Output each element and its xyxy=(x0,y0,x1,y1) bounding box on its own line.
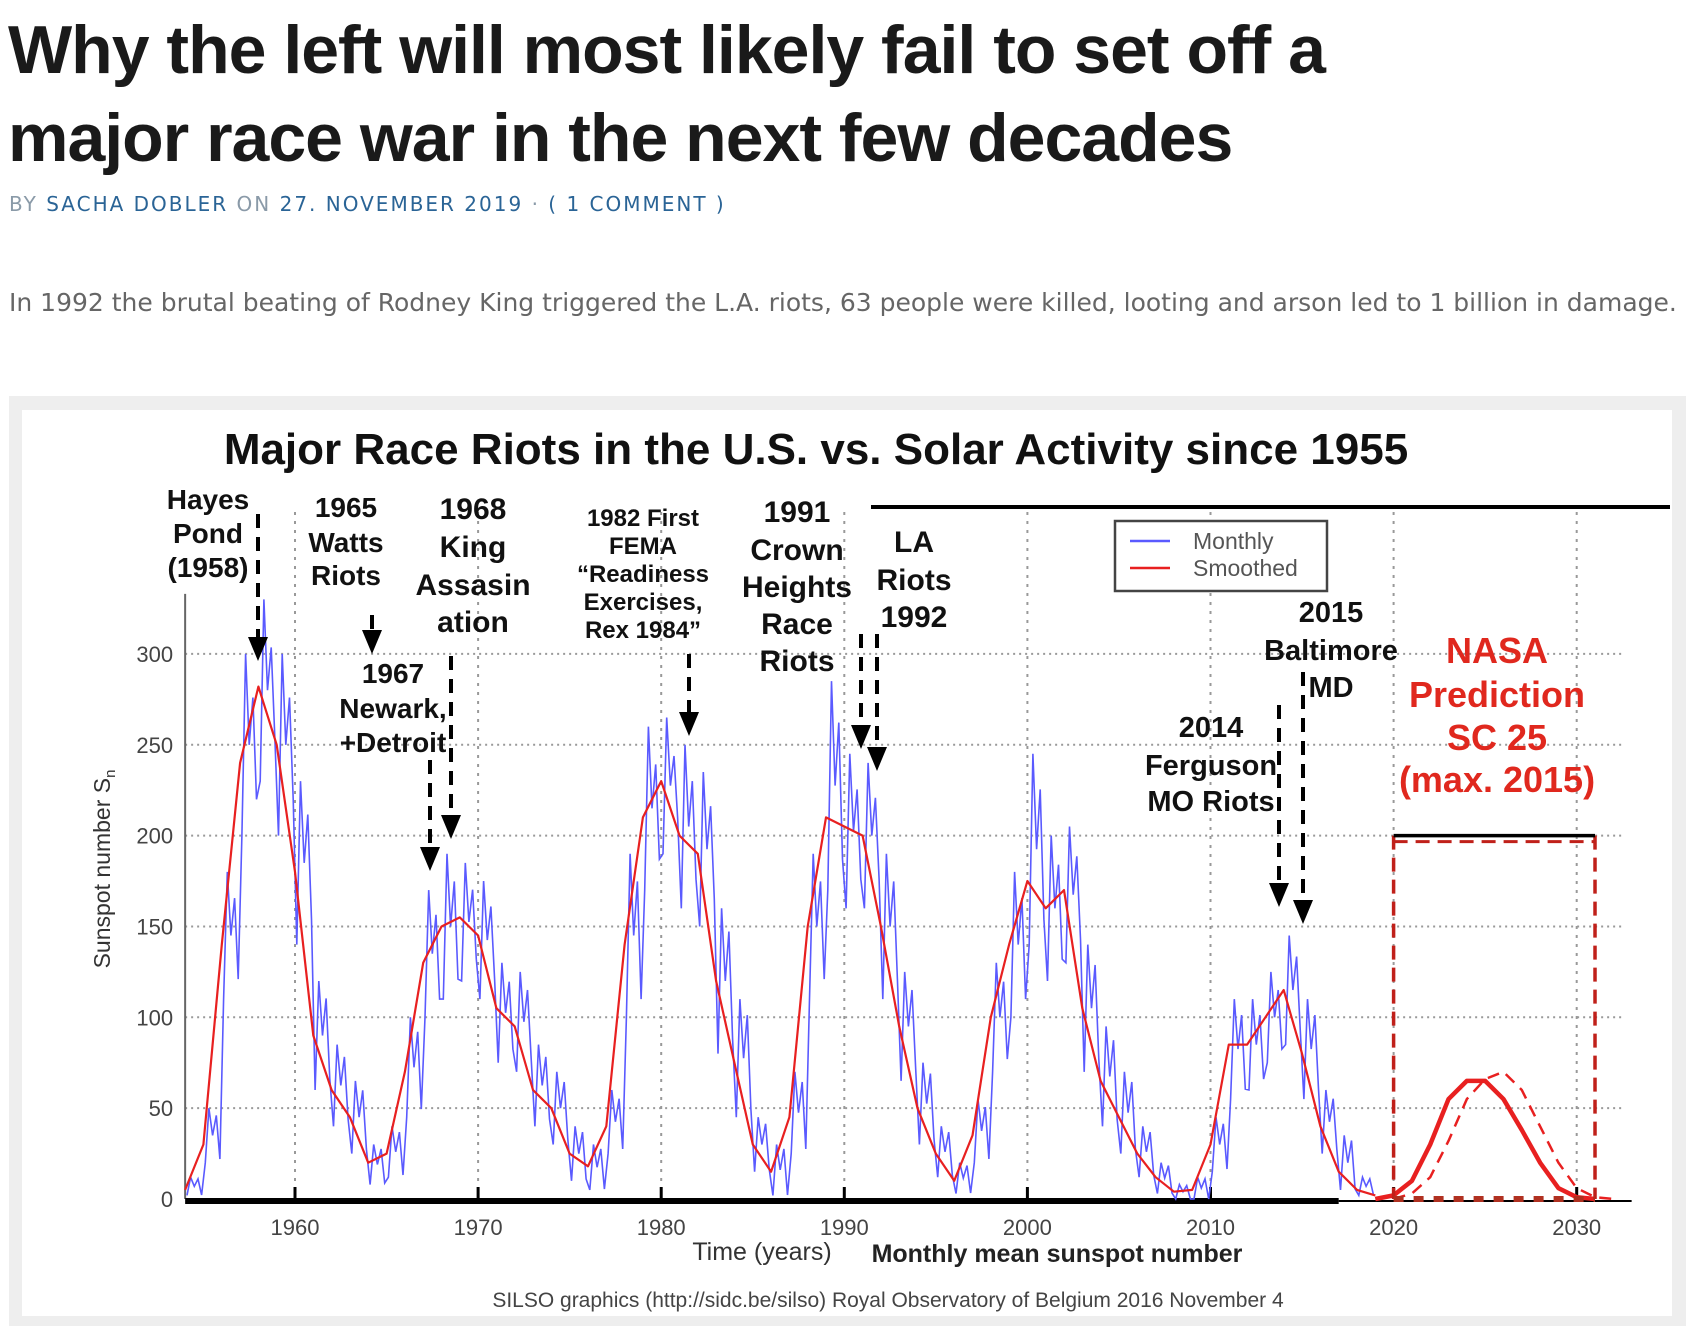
series xyxy=(184,599,1614,1202)
annotation-text: Newark, xyxy=(339,693,446,724)
x-axis-label-extra: Monthly mean sunspot number xyxy=(872,1240,1243,1268)
annotation-text: ation xyxy=(437,606,509,639)
annotation-1991: 1991 Crown Heights Race Riots xyxy=(742,496,871,749)
byline-on: on xyxy=(236,192,272,216)
annotation-text: Heights xyxy=(742,571,852,604)
comments-link[interactable]: ( 1 Comment ) xyxy=(548,192,726,216)
annotation-text: 1967 xyxy=(362,658,424,689)
annotation-text: Baltimore xyxy=(1264,635,1398,667)
annotation-text: LA xyxy=(894,526,934,559)
monthly-series-line xyxy=(186,599,1375,1202)
annotation-2014: 2014 Ferguson MO Riots xyxy=(1145,705,1289,907)
annotation-1967: 1967 Newark,+Detroit xyxy=(339,658,447,871)
annotation-text: Riots xyxy=(311,560,381,591)
annotation-text: MO Riots xyxy=(1147,786,1274,818)
annotation-text: 1992 xyxy=(881,601,948,634)
prediction-solid-line xyxy=(1374,1078,1596,1202)
x-tick-label: 1970 xyxy=(454,1215,503,1240)
annotation-arrowhead-icon xyxy=(248,637,268,661)
y-tick-label: 100 xyxy=(136,1005,173,1030)
date-link[interactable]: 27. November 2019 xyxy=(279,192,524,216)
intro-paragraph: In 1992 the brutal beating of Rodney Kin… xyxy=(9,288,1677,317)
annotation-text: 1991 xyxy=(764,496,831,529)
nasa-prediction-label: (max. 2015) xyxy=(1399,759,1595,800)
annotation-arrowhead-icon xyxy=(420,847,440,871)
annotation-text: Riots xyxy=(760,645,835,678)
annotation-text: +Detroit xyxy=(340,727,447,758)
annotation-text: Ferguson xyxy=(1145,750,1277,782)
author-link[interactable]: Sacha Dobler xyxy=(46,192,229,216)
y-axis-label: Sunspot number Sn xyxy=(89,770,119,969)
annotation-text: FEMA xyxy=(609,533,677,560)
x-tick-label: 2020 xyxy=(1369,1215,1418,1240)
annotation-1992: LA Riots 1992 xyxy=(867,526,952,771)
x-tick-label: 2000 xyxy=(1003,1215,1052,1240)
byline-separator: · xyxy=(531,192,540,216)
annotation-arrowhead-icon xyxy=(1269,883,1289,907)
annotation-text: King xyxy=(440,531,507,564)
y-tick-label: 250 xyxy=(136,733,173,758)
annotation-text: MD xyxy=(1308,672,1353,704)
annotation-2015: 2015 Baltimore MD xyxy=(1264,597,1398,924)
nasa-prediction-label: SC 25 xyxy=(1447,717,1547,758)
smoothed-series-line xyxy=(184,685,1376,1197)
article-title: Why the left will most likely fail to se… xyxy=(8,6,1688,182)
annotation-text: 2014 xyxy=(1179,712,1244,744)
annotation-text: Race xyxy=(761,608,833,641)
legend: Monthly Smoothed xyxy=(1113,519,1329,593)
annotation-1968: 1968 King Assasin ation xyxy=(415,493,531,839)
byline-by: By xyxy=(9,192,38,216)
credit-text: SILSO graphics (http://sidc.be/silso) Ro… xyxy=(492,1289,1284,1312)
y-tick-label: 50 xyxy=(149,1096,173,1121)
annotation-text: 1965 xyxy=(315,492,377,523)
annotation-text: “Readiness xyxy=(577,561,709,588)
annotation-arrowhead-icon xyxy=(1293,900,1313,924)
annotation-arrowhead-icon xyxy=(679,712,699,736)
y-tick-label: 0 xyxy=(161,1187,173,1212)
x-tick-label: 1980 xyxy=(637,1215,686,1240)
annotation-text: (1958) xyxy=(168,552,249,583)
y-tick-label: 200 xyxy=(136,824,173,849)
nasa-prediction-label: NASA xyxy=(1446,630,1548,671)
annotation-text: Rex 1984” xyxy=(585,617,701,644)
annotation-text: 1982 First xyxy=(587,505,699,532)
y-tick-label: 150 xyxy=(136,914,173,939)
annotation-text: 2015 xyxy=(1299,597,1364,629)
x-tick-label: 1990 xyxy=(820,1215,869,1240)
chart-title: Major Race Riots in the U.S. vs. Solar A… xyxy=(224,425,1408,474)
legend-box xyxy=(1113,519,1329,593)
annotation-arrowhead-icon xyxy=(867,747,887,771)
nasa-prediction-label: Prediction xyxy=(1409,674,1585,715)
legend-label-smoothed: Smoothed xyxy=(1193,555,1298,581)
annotation-text: Watts xyxy=(308,527,383,558)
x-tick-label: 2030 xyxy=(1552,1215,1601,1240)
title-line-2: major race war in the next few decades xyxy=(8,100,1233,176)
annotation-text: Riots xyxy=(877,564,952,597)
y-tick-label: 300 xyxy=(136,642,173,667)
annotation-arrowhead-icon xyxy=(851,725,871,749)
annotation-text: 1968 xyxy=(440,493,507,526)
title-line-1: Why the left will most likely fail to se… xyxy=(8,12,1326,88)
legend-label-monthly: Monthly xyxy=(1193,528,1274,554)
annotation-text: Exercises, xyxy=(584,589,703,616)
annotation-text: Crown xyxy=(750,534,843,567)
annotation-text: Hayes xyxy=(167,484,250,515)
x-tick-label: 1960 xyxy=(271,1215,320,1240)
annotation-arrowhead-icon xyxy=(441,815,461,839)
annotation-arrowhead-icon xyxy=(362,630,382,654)
annotation-text: Pond xyxy=(173,518,243,549)
prediction-dashed-line xyxy=(1393,1070,1614,1201)
byline: By Sacha Dobler on 27. November 2019 · (… xyxy=(9,192,726,216)
x-tick-label: 2010 xyxy=(1186,1215,1235,1240)
x-axis-label: Time (years) xyxy=(692,1238,831,1266)
annotation-text: Assasin xyxy=(415,569,530,602)
